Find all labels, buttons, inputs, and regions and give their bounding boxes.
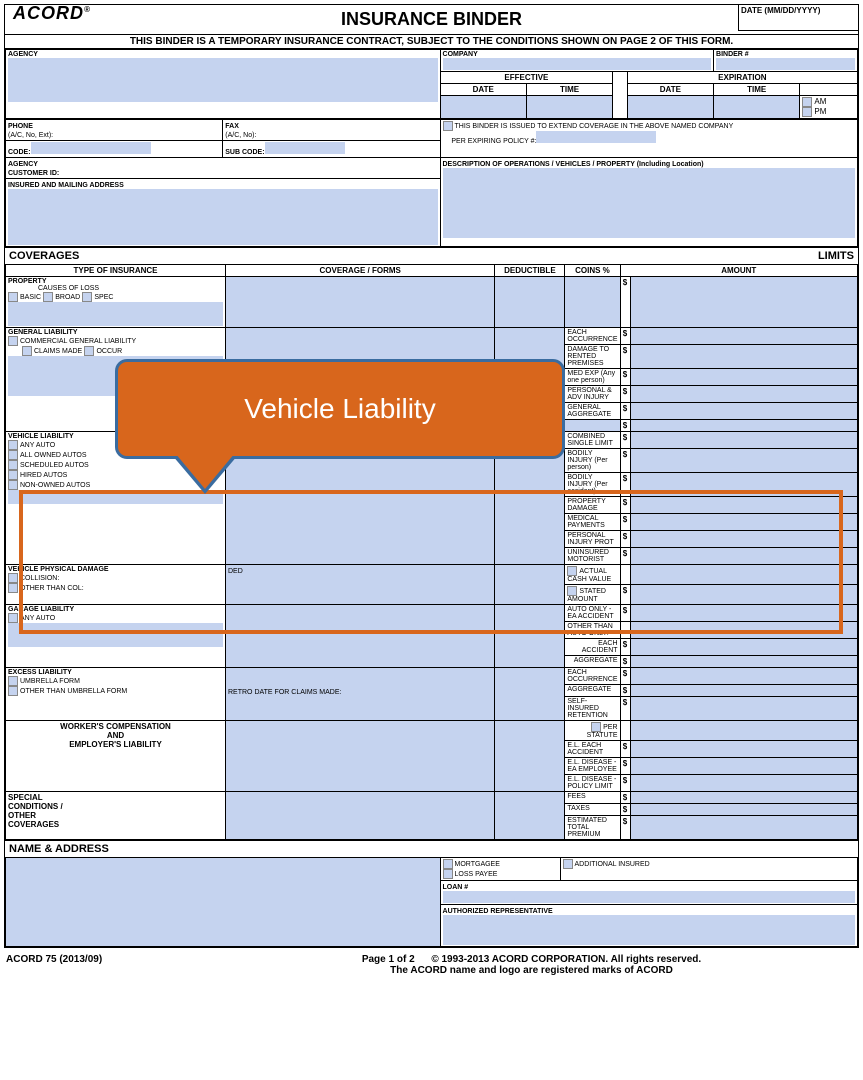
garage-section: GARAGE LIABILITY ANY AUTO bbox=[6, 605, 226, 668]
agency-cell[interactable]: AGENCY bbox=[6, 50, 441, 119]
name-address-table: MORTGAGEELOSS PAYEE ADDITIONAL INSURED L… bbox=[5, 857, 858, 947]
special-section: SPECIAL CONDITIONS / OTHER COVERAGES bbox=[6, 792, 226, 840]
page-number: Page 1 of 2 bbox=[362, 954, 415, 965]
form-title: INSURANCE BINDER bbox=[5, 5, 858, 34]
company-cell[interactable]: COMPANY bbox=[440, 50, 714, 72]
limits-head: LIMITS bbox=[658, 247, 858, 264]
trademark: The ACORD name and logo are registered m… bbox=[390, 965, 673, 976]
excess-section: EXCESS LIABILITY UMBRELLA FORM OTHER THA… bbox=[6, 668, 226, 721]
copyright: © 1993-2013 ACORD CORPORATION. All right… bbox=[431, 954, 701, 965]
acord-logo: ACORD® bbox=[13, 3, 91, 24]
name-address-head: NAME & ADDRESS bbox=[5, 840, 858, 857]
header-table: AGENCY COMPANY BINDER # EFFECTIVE EXPIRA… bbox=[5, 49, 858, 119]
form-number: ACORD 75 (2013/09) bbox=[6, 954, 206, 976]
vpd-section: VEHICLE PHYSICAL DAMAGE COLLISION: OTHER… bbox=[6, 565, 226, 605]
binder-no-cell[interactable]: BINDER # bbox=[714, 50, 858, 72]
callout-vehicle-liability: Vehicle Liability bbox=[115, 359, 565, 459]
expiration-head: EXPIRATION bbox=[627, 72, 857, 84]
property-section: PROPERTY CAUSES OF LOSS BASIC BROAD SPEC bbox=[6, 277, 226, 328]
callout-tail bbox=[175, 453, 235, 489]
coverages-table: TYPE OF INSURANCE COVERAGE / FORMS DEDUC… bbox=[5, 264, 858, 840]
header-table-2: PHONE(A/C, No, Ext): FAX(A/C, No): THIS … bbox=[5, 119, 858, 247]
disclaimer-text: THIS BINDER IS A TEMPORARY INSURANCE CON… bbox=[5, 34, 858, 49]
acord-form: ACORD® DATE (MM/DD/YYYY) INSURANCE BINDE… bbox=[4, 4, 859, 948]
coverages-head: COVERAGES bbox=[5, 247, 658, 264]
footer: ACORD 75 (2013/09) Page 1 of 2 © 1993-20… bbox=[0, 952, 863, 978]
wc-section: WORKER'S COMPENSATION AND EMPLOYER'S LIA… bbox=[6, 721, 226, 792]
effective-head: EFFECTIVE bbox=[440, 72, 613, 84]
date-box[interactable]: DATE (MM/DD/YYYY) bbox=[738, 5, 858, 31]
